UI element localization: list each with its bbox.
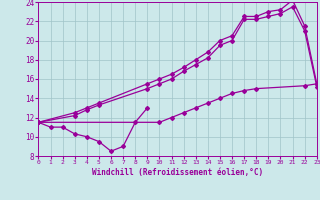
X-axis label: Windchill (Refroidissement éolien,°C): Windchill (Refroidissement éolien,°C) — [92, 168, 263, 177]
